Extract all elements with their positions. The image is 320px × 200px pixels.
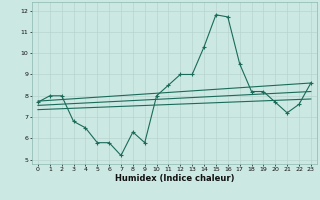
- X-axis label: Humidex (Indice chaleur): Humidex (Indice chaleur): [115, 174, 234, 183]
